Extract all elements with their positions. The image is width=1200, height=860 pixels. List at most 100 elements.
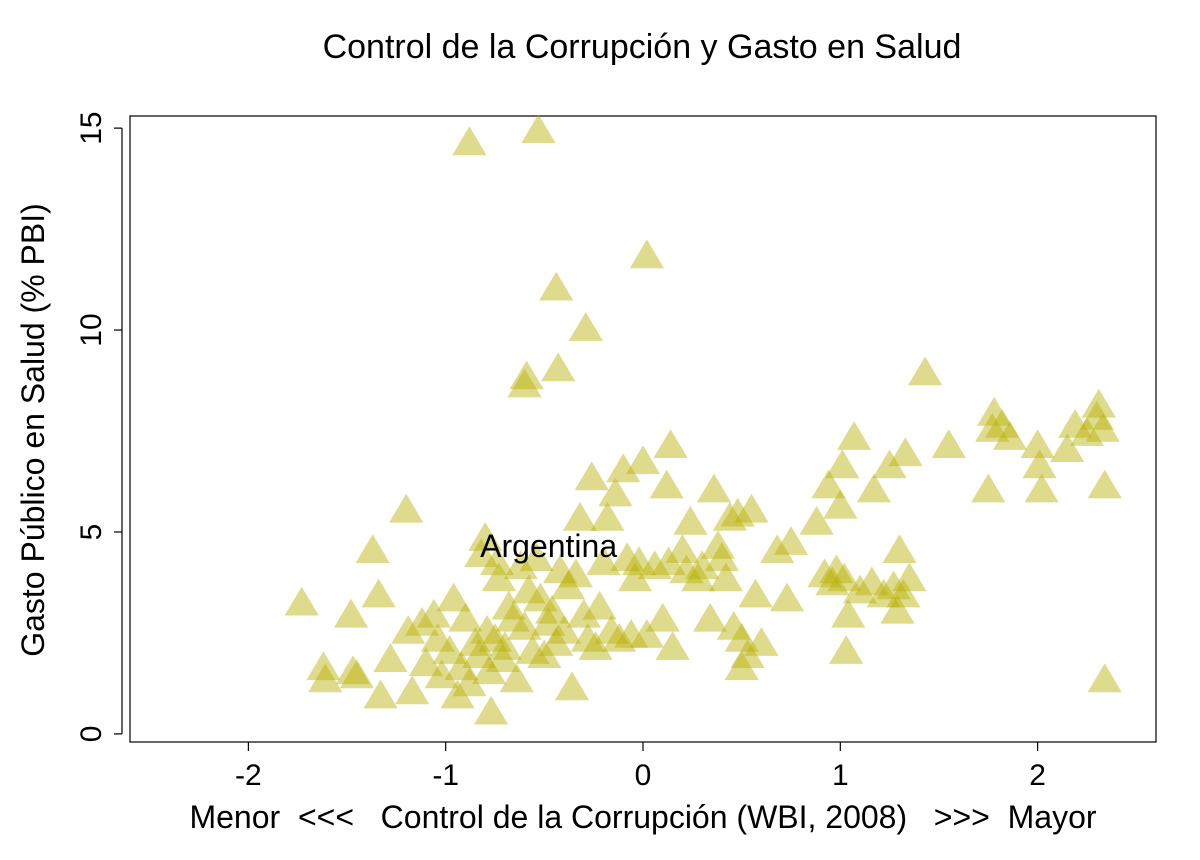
- data-point-triangle: [503, 550, 538, 580]
- data-point-triangle: [730, 639, 765, 668]
- data-point-triangle: [339, 659, 374, 689]
- data-point-triangle: [481, 562, 517, 592]
- data-point-triangle: [333, 598, 369, 628]
- data-point-triangle: [708, 562, 743, 592]
- data-point-triangle: [716, 610, 751, 640]
- data-point-triangle: [610, 542, 645, 572]
- data-point-triangle: [586, 546, 621, 576]
- data-point-triangle: [509, 360, 544, 390]
- x-tick-label: 0: [635, 759, 652, 792]
- data-point-triangle: [882, 534, 917, 563]
- data-point-triangle: [685, 550, 720, 580]
- data-point-triangle: [618, 562, 653, 592]
- data-point-triangle: [1081, 388, 1116, 418]
- data-point-triangle: [582, 590, 617, 620]
- data-point-triangle: [468, 522, 503, 551]
- data-point-triangle: [491, 590, 526, 620]
- data-point-triangle: [515, 635, 550, 664]
- data-point-triangle: [825, 449, 860, 479]
- data-point-triangle: [391, 615, 426, 644]
- data-point-triangle: [507, 610, 542, 640]
- data-point-triangle: [361, 578, 396, 608]
- data-point-triangle: [408, 647, 444, 677]
- data-point-triangle: [306, 651, 341, 681]
- data-point-triangle: [892, 562, 927, 592]
- data-point-triangle: [669, 554, 704, 584]
- data-point-triangle: [985, 409, 1020, 438]
- data-point-triangle: [554, 671, 590, 701]
- data-points: [284, 114, 1122, 725]
- data-point-triangle: [308, 663, 343, 693]
- data-point-triangle: [448, 602, 483, 632]
- data-point-triangle: [799, 505, 834, 535]
- data-point-triangle: [681, 562, 716, 592]
- data-point-triangle: [363, 679, 398, 709]
- data-point-triangle: [462, 639, 497, 668]
- data-point-triangle: [452, 667, 487, 697]
- data-point-triangle: [543, 554, 578, 584]
- data-point-triangle: [568, 312, 603, 341]
- data-point-triangle: [477, 623, 513, 652]
- data-point-triangle: [606, 453, 641, 483]
- data-point-triangle: [404, 606, 440, 636]
- data-point-triangle: [673, 505, 708, 535]
- data-point-triangle: [975, 413, 1010, 442]
- data-point-triangle: [1024, 473, 1059, 503]
- data-point-triangle: [734, 493, 769, 523]
- data-point-triangle: [724, 651, 759, 681]
- data-point-triangle: [521, 114, 556, 143]
- data-point-triangle: [539, 627, 574, 656]
- data-point-triangle: [1079, 400, 1114, 430]
- data-point-triangle: [562, 501, 597, 531]
- data-point-triangle: [651, 546, 686, 576]
- data-point-triangle: [355, 534, 390, 563]
- y-tick-label: 5: [75, 524, 108, 541]
- data-point-triangle: [373, 643, 408, 672]
- data-point-triangle: [1022, 449, 1057, 479]
- data-point-triangle: [1050, 433, 1085, 462]
- data-point-triangle: [811, 469, 846, 499]
- data-point-triangle: [655, 631, 690, 660]
- x-tick-label: -2: [235, 759, 262, 792]
- data-point-triangle: [977, 396, 1012, 426]
- data-point-triangle: [495, 602, 530, 632]
- data-point-triangle: [880, 594, 915, 624]
- data-point-triangle: [908, 356, 943, 386]
- x-axis-label: Menor <<< Control de la Corrupción (WBI,…: [189, 799, 1096, 835]
- data-point-triangle: [335, 655, 371, 685]
- annotation-label: Argentina: [480, 528, 617, 564]
- data-point-triangle: [284, 586, 319, 616]
- x-tick-label: 1: [832, 759, 849, 792]
- data-point-triangle: [712, 501, 747, 531]
- data-point-triangle: [1069, 417, 1104, 446]
- y-tick-label: 15: [75, 111, 108, 144]
- data-point-triangle: [971, 473, 1006, 503]
- data-point-triangle: [558, 558, 593, 588]
- data-point-triangle: [625, 445, 661, 475]
- data-point-triangle: [992, 421, 1028, 450]
- y-axis: 0 5 10 15: [75, 111, 123, 742]
- data-point-triangle: [1087, 469, 1122, 499]
- data-point-triangle: [602, 623, 637, 652]
- data-point-triangle: [700, 530, 736, 559]
- data-point-triangle: [485, 643, 520, 672]
- data-point-triangle: [1085, 413, 1120, 442]
- data-point-triangle: [872, 449, 907, 479]
- data-point-triangle: [535, 594, 570, 624]
- data-point-triangle: [452, 126, 487, 156]
- data-point-triangle: [665, 534, 700, 563]
- data-point-triangle: [395, 675, 430, 705]
- data-point-triangle: [629, 619, 664, 648]
- data-point-triangle: [578, 631, 613, 660]
- data-point-triangle: [416, 598, 451, 628]
- data-point-triangle: [487, 631, 522, 660]
- data-point-triangle: [1020, 429, 1055, 458]
- y-axis-label: Gasto Público en Salud (% PBI): [15, 203, 51, 657]
- data-point-triangle: [479, 546, 515, 576]
- data-point-triangle: [622, 546, 657, 576]
- data-point-triangle: [1058, 409, 1093, 438]
- data-point-triangle: [876, 570, 911, 600]
- data-point-triangle: [645, 602, 680, 632]
- data-point-triangle: [574, 461, 609, 491]
- data-point-triangle: [440, 679, 475, 709]
